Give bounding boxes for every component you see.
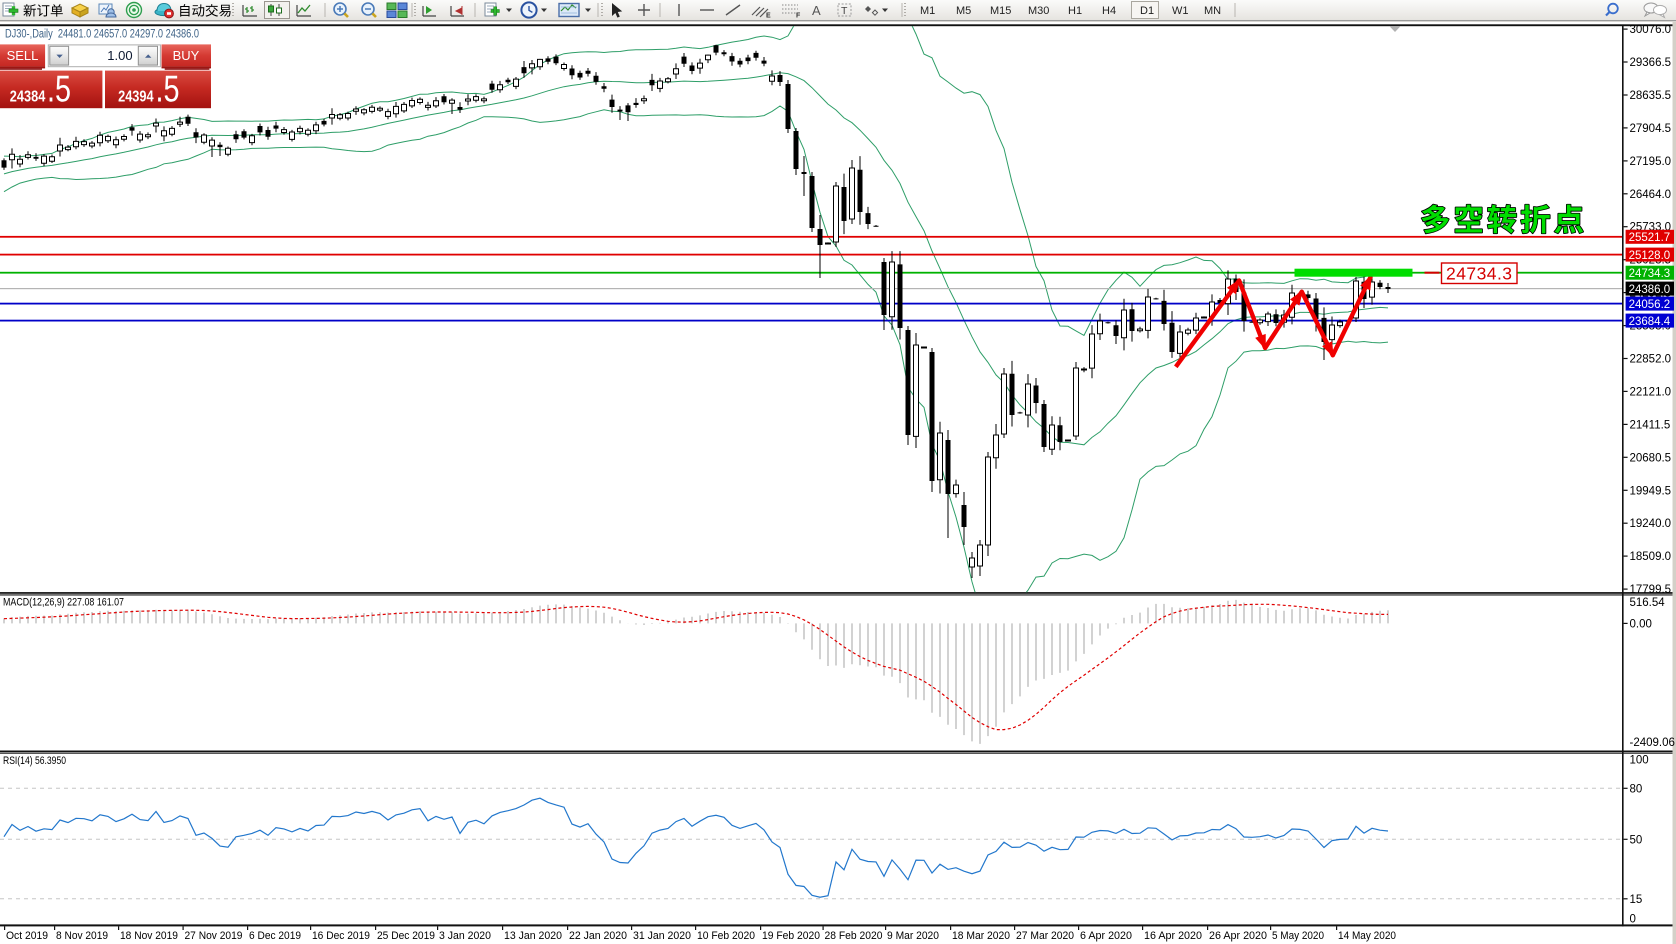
svg-text:BUY: BUY bbox=[173, 48, 200, 63]
svg-text:22 Jan 2020: 22 Jan 2020 bbox=[569, 930, 627, 942]
svg-text:14 May 2020: 14 May 2020 bbox=[1338, 930, 1396, 942]
svg-text:26464.0: 26464.0 bbox=[1630, 189, 1672, 201]
svg-text:25 Dec 2019: 25 Dec 2019 bbox=[377, 930, 435, 942]
svg-text:29366.5: 29366.5 bbox=[1630, 57, 1672, 69]
svg-text:15: 15 bbox=[1630, 894, 1643, 906]
svg-text:24394: 24394 bbox=[118, 89, 154, 106]
svg-text:RSI(14) 56.3950: RSI(14) 56.3950 bbox=[3, 755, 66, 767]
svg-text:M30: M30 bbox=[1028, 5, 1049, 17]
svg-text:28 Feb 2020: 28 Feb 2020 bbox=[825, 930, 883, 942]
svg-text:27904.5: 27904.5 bbox=[1630, 123, 1672, 135]
svg-text:MN: MN bbox=[1204, 5, 1221, 17]
svg-text:M1: M1 bbox=[920, 5, 935, 17]
svg-text:21411.5: 21411.5 bbox=[1630, 419, 1671, 431]
svg-text:SELL: SELL bbox=[7, 48, 39, 63]
svg-text:3 Jan 2020: 3 Jan 2020 bbox=[439, 930, 491, 942]
svg-text:18509.0: 18509.0 bbox=[1630, 551, 1672, 563]
svg-text:24734.3: 24734.3 bbox=[1629, 268, 1671, 280]
svg-text:16 Dec 2019: 16 Dec 2019 bbox=[312, 930, 370, 942]
svg-text:MACD(12,26,9) 227.08 161.07: MACD(12,26,9) 227.08 161.07 bbox=[3, 597, 124, 609]
svg-text:24384: 24384 bbox=[10, 89, 46, 106]
svg-text:0: 0 bbox=[1630, 913, 1636, 925]
svg-text:A: A bbox=[812, 3, 821, 18]
svg-text:W1: W1 bbox=[1172, 5, 1189, 17]
svg-text:DJ30-,Daily 24481.0 24657.0 2: DJ30-,Daily 24481.0 24657.0 24297.0 2438… bbox=[5, 29, 199, 41]
svg-text:H4: H4 bbox=[1102, 5, 1116, 17]
svg-text:1.00: 1.00 bbox=[107, 48, 132, 63]
svg-text:28635.5: 28635.5 bbox=[1630, 90, 1672, 102]
svg-text:M5: M5 bbox=[956, 5, 971, 17]
svg-text:T: T bbox=[841, 5, 848, 17]
svg-text:25521.7: 25521.7 bbox=[1629, 232, 1671, 244]
svg-text:50: 50 bbox=[1630, 834, 1643, 846]
svg-text:26 Apr 2020: 26 Apr 2020 bbox=[1209, 930, 1267, 942]
svg-text:22852.0: 22852.0 bbox=[1630, 354, 1672, 366]
svg-text:.5: .5 bbox=[156, 69, 180, 110]
svg-text:E: E bbox=[766, 13, 771, 20]
svg-text:24386.0: 24386.0 bbox=[1629, 284, 1671, 296]
svg-text:30076.0: 30076.0 bbox=[1630, 24, 1672, 36]
svg-text:22121.0: 22121.0 bbox=[1630, 386, 1672, 398]
svg-text:19949.5: 19949.5 bbox=[1630, 485, 1672, 497]
svg-text:0.00: 0.00 bbox=[1630, 618, 1652, 630]
svg-text:27 Nov 2019: 27 Nov 2019 bbox=[185, 930, 243, 942]
svg-text:24056.2: 24056.2 bbox=[1629, 299, 1671, 311]
svg-text:D1: D1 bbox=[1140, 5, 1154, 17]
svg-text:31 Jan 2020: 31 Jan 2020 bbox=[633, 930, 691, 942]
svg-text:13 Jan 2020: 13 Jan 2020 bbox=[504, 930, 562, 942]
svg-text:27195.0: 27195.0 bbox=[1630, 156, 1672, 168]
svg-text:.5: .5 bbox=[47, 69, 71, 110]
svg-text:18 Mar 2020: 18 Mar 2020 bbox=[952, 930, 1010, 942]
svg-text:8 Nov 2019: 8 Nov 2019 bbox=[56, 930, 108, 942]
svg-text:-2409.06: -2409.06 bbox=[1630, 737, 1675, 749]
svg-text:20680.5: 20680.5 bbox=[1630, 452, 1672, 464]
svg-text:9 Mar 2020: 9 Mar 2020 bbox=[887, 930, 939, 942]
svg-text:M15: M15 bbox=[990, 5, 1011, 17]
svg-text:27 Mar 2020: 27 Mar 2020 bbox=[1016, 930, 1074, 942]
svg-text:17799.5: 17799.5 bbox=[1630, 584, 1672, 596]
svg-text:F: F bbox=[796, 13, 801, 20]
svg-text:H1: H1 bbox=[1068, 5, 1082, 17]
svg-text:19 Feb 2020: 19 Feb 2020 bbox=[762, 930, 820, 942]
svg-text:6 Dec 2019: 6 Dec 2019 bbox=[249, 930, 301, 942]
svg-text:6 Apr 2020: 6 Apr 2020 bbox=[1080, 930, 1132, 942]
svg-text:516.54: 516.54 bbox=[1630, 597, 1666, 609]
svg-text:16 Apr 2020: 16 Apr 2020 bbox=[1144, 930, 1202, 942]
svg-text:100: 100 bbox=[1630, 755, 1649, 767]
svg-text:80: 80 bbox=[1630, 783, 1643, 795]
svg-text:Oct 2019: Oct 2019 bbox=[6, 930, 48, 942]
svg-text:18 Nov 2019: 18 Nov 2019 bbox=[120, 930, 178, 942]
svg-text:5 May 2020: 5 May 2020 bbox=[1272, 930, 1324, 942]
svg-text:10 Feb 2020: 10 Feb 2020 bbox=[697, 930, 755, 942]
svg-text:19240.0: 19240.0 bbox=[1630, 518, 1672, 530]
svg-text:24734.3: 24734.3 bbox=[1446, 264, 1512, 284]
svg-text:25128.0: 25128.0 bbox=[1629, 250, 1671, 262]
svg-text:23684.4: 23684.4 bbox=[1629, 316, 1671, 328]
